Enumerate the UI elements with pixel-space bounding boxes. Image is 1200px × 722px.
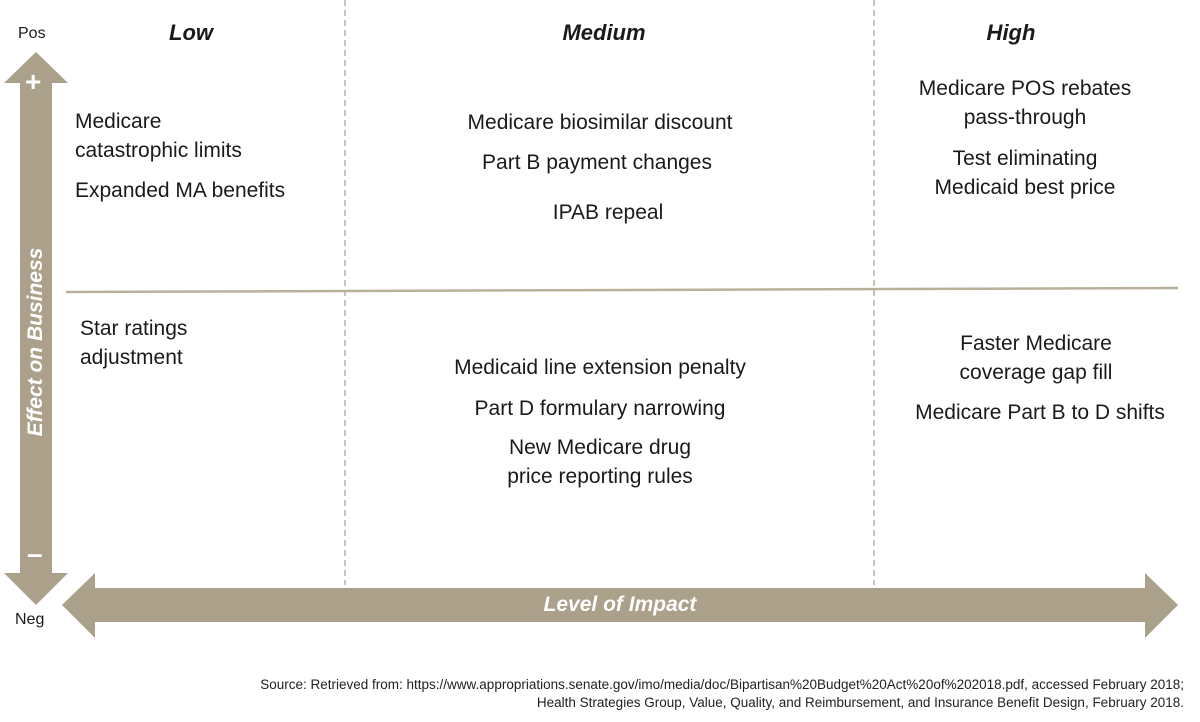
item: Faster Medicare coverage gap fill: [959, 332, 1113, 384]
item: Star ratings adjustment: [80, 317, 188, 369]
item: New Medicare drug price reporting rules: [507, 436, 693, 488]
item: Medicaid line extension penalty: [454, 356, 746, 379]
minus-icon: –: [27, 538, 43, 569]
item: IPAB repeal: [552, 201, 664, 224]
item: Part B payment changes: [482, 151, 712, 174]
source-line: Source: Retrieved from: https://www.appr…: [260, 677, 1184, 692]
item: Medicare Part B to D shifts: [915, 401, 1165, 424]
neg-label: Neg: [15, 611, 45, 628]
column-header-low: Low: [169, 20, 213, 45]
horizontal-axis-arrow: [62, 573, 1178, 638]
item: Part D formulary narrowing: [474, 397, 726, 420]
x-axis-label: Level of Impact: [543, 593, 697, 616]
column-header-medium: Medium: [562, 20, 646, 45]
source-line: Health Strategies Group, Value, Quality,…: [536, 695, 1184, 710]
plus-icon: +: [25, 66, 42, 97]
vertical-axis-arrow: [4, 52, 68, 605]
item: Medicare POS rebates pass-through: [918, 77, 1132, 129]
pos-label: Pos: [18, 25, 46, 42]
item: Expanded MA benefits: [75, 179, 286, 202]
column-header-high: High: [986, 20, 1036, 45]
item: Test eliminating Medicaid best price: [934, 147, 1116, 199]
item: Medicare biosimilar discount: [467, 111, 733, 134]
y-axis-label: Effect on Business: [24, 247, 47, 437]
item: Medicare catastrophic limits: [75, 110, 242, 162]
divider-pos-neg: [65, 286, 1179, 294]
source-note: Source: Retrieved from: https://www.appr…: [260, 676, 1184, 712]
